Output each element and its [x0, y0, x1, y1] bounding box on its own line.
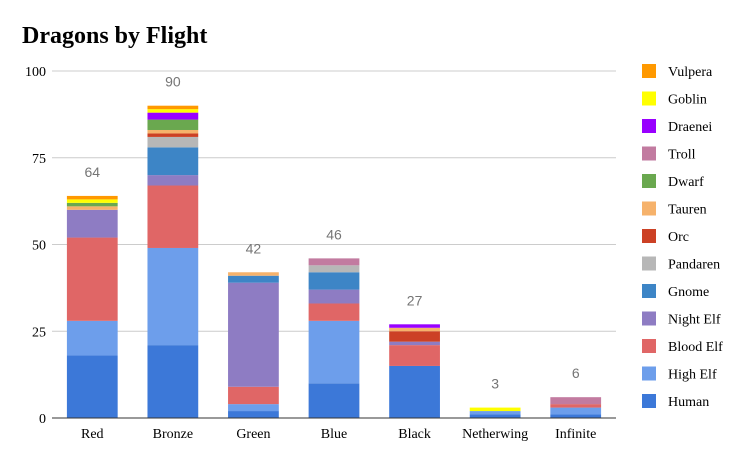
legend-swatch-gnome [642, 284, 656, 298]
bar-segment-gnome-green [228, 275, 279, 283]
bar-segment-blood-elf-infinite [550, 404, 602, 408]
total-label: 3 [491, 376, 499, 392]
x-tick-label: Bronze [153, 427, 193, 442]
x-tick-label: Blue [321, 427, 347, 442]
total-label: 42 [246, 240, 262, 256]
legend-label: Vulpera [668, 65, 713, 80]
bar-segment-blood-elf-green [228, 386, 279, 405]
bar-segment-tauren-black [389, 327, 440, 332]
legend-swatch-goblin [642, 91, 656, 106]
bar-segment-high-elf-green [228, 404, 279, 412]
x-tick-label: Netherwing [462, 427, 528, 442]
bar-segment-human-bronze [147, 345, 199, 418]
total-label: 6 [572, 365, 580, 381]
bar-segment-goblin-bronze [147, 109, 199, 113]
bar-segment-dwarf-red [66, 202, 118, 207]
chart-title: Dragons by Flight [22, 23, 207, 49]
bar-segment-goblin-red [66, 199, 118, 203]
bar-segment-troll-infinite [550, 397, 602, 405]
bar-segment-goblin-netherwing [469, 407, 521, 412]
y-tick-label: 50 [32, 239, 46, 254]
legend-label: Dwarf [668, 175, 704, 190]
bar-segment-blood-elf-red [66, 237, 118, 321]
bar-segment-gnome-blue [308, 272, 360, 290]
legend-swatch-pandaren [642, 256, 656, 271]
total-labels: 64 90 42 46 27 3 6 [84, 74, 579, 392]
bar-segment-night-elf-bronze [147, 175, 199, 186]
total-label: 46 [326, 226, 342, 242]
legend-label: Gnome [668, 285, 709, 300]
bar-segment-high-elf-red [66, 320, 118, 356]
bar-segment-human-red [66, 355, 118, 418]
legend-label: Goblin [668, 93, 707, 108]
bar-segment-orc-black [389, 331, 440, 342]
legend-label: Troll [668, 148, 696, 163]
legend-label: Night Elf [668, 313, 721, 328]
bar-segment-draenei-bronze [147, 112, 199, 120]
bar-segment-tauren-bronze [147, 129, 199, 134]
legend-swatch-vulpera [642, 64, 656, 78]
total-label: 64 [84, 164, 100, 180]
legend-label: Tauren [668, 203, 707, 218]
bar-segment-orc-bronze [147, 133, 199, 137]
bar-segment-night-elf-black [389, 341, 440, 346]
legend-swatch-dwarf [642, 174, 656, 188]
y-tick-label: 100 [25, 65, 46, 80]
bar-segment-gnome-bronze [147, 147, 199, 176]
y-tick-label: 25 [32, 325, 46, 340]
legend-swatch-orc [642, 229, 656, 243]
y-axis-ticks: 0 25 50 75 100 [25, 65, 46, 427]
bars [66, 105, 602, 418]
legend-label: Human [668, 395, 709, 410]
total-label: 27 [407, 292, 423, 308]
bar-segment-blood-elf-black [389, 345, 440, 366]
bar-segment-human-netherwing [469, 414, 521, 418]
bar-segment-blood-elf-blue [308, 303, 360, 321]
bar-segment-tauren-green [228, 272, 279, 276]
legend-swatch-human [642, 394, 656, 408]
bar-segment-vulpera-bronze [147, 105, 199, 110]
bar-segment-human-blue [308, 383, 360, 418]
bar-segment-human-black [389, 365, 440, 418]
legend: Vulpera Goblin Draenei Troll Dwarf Tauren Orc P… [642, 64, 723, 410]
legend-label: High Elf [668, 368, 717, 383]
legend-swatch-night-elf [642, 311, 656, 326]
legend-swatch-draenei [642, 119, 656, 133]
x-axis-ticks: Red Bronze Green Blue Black Netherwing Infinit… [81, 427, 596, 442]
bar-segment-night-elf-green [228, 282, 279, 387]
bar-segment-dwarf-bronze [147, 119, 199, 130]
bar-segment-high-elf-infinite [550, 407, 602, 415]
bar-segment-night-elf-blue [308, 289, 360, 304]
bar-segment-blood-elf-bronze [147, 185, 199, 248]
legend-label: Blood Elf [668, 340, 723, 355]
bar-segment-high-elf-bronze [147, 247, 199, 346]
legend-swatch-high-elf [642, 366, 656, 381]
x-tick-label: Red [81, 427, 104, 442]
legend-swatch-blood-elf [642, 339, 656, 353]
total-label: 90 [165, 74, 181, 90]
bar-segment-human-infinite [550, 414, 602, 418]
bar-segment-high-elf-blue [308, 320, 360, 384]
x-tick-label: Black [398, 427, 431, 442]
bar-segment-vulpera-red [66, 195, 118, 200]
legend-swatch-tauren [642, 201, 656, 216]
legend-label: Pandaren [668, 258, 720, 273]
bar-segment-high-elf-netherwing [469, 411, 521, 415]
legend-label: Draenei [668, 120, 712, 135]
bar-segment-troll-blue [308, 258, 360, 266]
y-tick-label: 0 [39, 412, 46, 427]
x-tick-label: Green [236, 427, 270, 442]
legend-label: Orc [668, 230, 689, 245]
legend-swatch-troll [642, 146, 656, 161]
bar-segment-pandaren-blue [308, 265, 360, 273]
bar-segment-human-green [228, 411, 279, 418]
bar-segment-night-elf-red [66, 209, 118, 238]
bar-segment-tauren-red [66, 206, 118, 210]
bar-segment-draenei-black [389, 324, 440, 328]
y-tick-label: 75 [32, 152, 46, 167]
x-tick-label: Infinite [555, 427, 596, 442]
bar-segment-pandaren-bronze [147, 136, 199, 148]
